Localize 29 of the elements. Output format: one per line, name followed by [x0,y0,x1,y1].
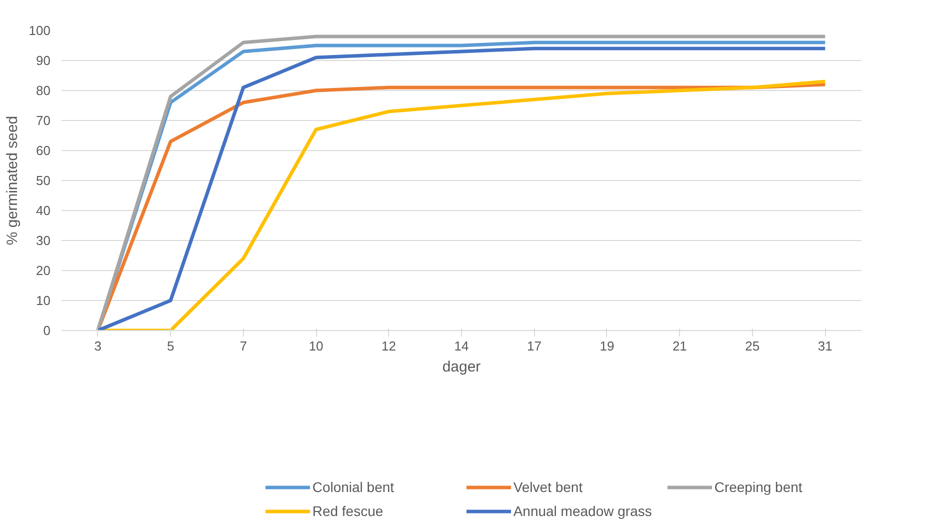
x-tick-label: 14 [454,338,469,354]
x-tick-label: 17 [526,338,542,354]
y-tick-label: 90 [36,53,51,68]
legend-label: Red fescue [312,503,384,519]
x-axis-title: dager [442,358,481,376]
y-tick-label: 50 [36,173,51,188]
y-tick-label: 100 [28,23,51,38]
y-tick-label: 40 [36,203,51,218]
y-tick-label: 80 [36,83,51,98]
y-tick-label: 30 [36,233,51,248]
y-tick-label: 0 [43,323,51,338]
y-tick-label: 60 [36,143,51,158]
x-tick-label: 31 [818,338,832,354]
legend-label: Velvet bent [513,479,584,495]
y-tick-label: 20 [36,263,51,278]
x-tick-label: 25 [745,338,760,354]
x-tick-label: 5 [166,338,174,354]
y-tick-label: 10 [36,293,51,308]
x-tick-label: 10 [308,338,324,354]
legend-label: Colonial bent [312,479,396,495]
y-tick-label: 70 [36,113,51,128]
legend-label: Creeping bent [714,479,804,495]
x-tick-label: 7 [240,338,247,354]
x-tick-label: 21 [672,338,687,354]
x-tick-label: 19 [600,338,614,354]
x-tick-label: 3 [94,338,102,354]
y-axis-title: % germinated seed [4,116,21,246]
legend-label: Annual meadow grass [513,503,653,519]
x-tick-label: 12 [382,338,396,354]
